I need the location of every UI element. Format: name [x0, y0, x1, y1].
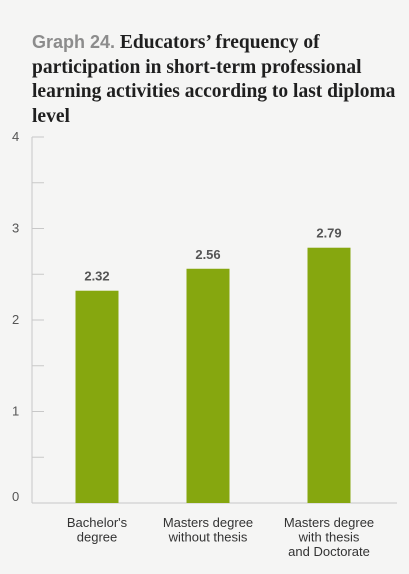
- y-tick-label: 3: [12, 221, 19, 236]
- y-tick-label: 4: [12, 129, 19, 144]
- bar: [307, 247, 351, 503]
- bar-value-label: 2.79: [316, 226, 341, 241]
- x-category-label-line: and Doctorate: [288, 544, 370, 559]
- x-category-label-line: Bachelor's: [67, 515, 128, 530]
- x-category-label-line: degree: [77, 530, 117, 545]
- x-category-label: Masters degree with thesis and Doctorate: [284, 515, 374, 559]
- y-tick-label: 1: [12, 404, 19, 419]
- x-category-label: Bachelor's degree: [67, 515, 128, 545]
- bar: [75, 290, 119, 503]
- chart-title-text: Educators’ frequency of participation in…: [32, 32, 396, 127]
- chart-title: Graph 24. Educators’ frequency of partic…: [32, 30, 397, 129]
- x-category-label-line: Masters degree: [163, 515, 253, 530]
- chart-title-prefix: Graph 24.: [32, 32, 116, 52]
- x-category-label-line: Masters degree: [284, 515, 374, 530]
- x-category-label-line: with thesis: [298, 530, 360, 545]
- bar-value-label: 2.56: [195, 247, 220, 262]
- x-category-label: Masters degree without thesis: [163, 515, 253, 545]
- x-category-label-line: without thesis: [168, 530, 248, 545]
- bar-value-label: 2.32: [84, 269, 109, 284]
- y-tick-label: 2: [12, 312, 19, 327]
- bar: [186, 268, 230, 503]
- y-tick-label: 0: [12, 489, 19, 504]
